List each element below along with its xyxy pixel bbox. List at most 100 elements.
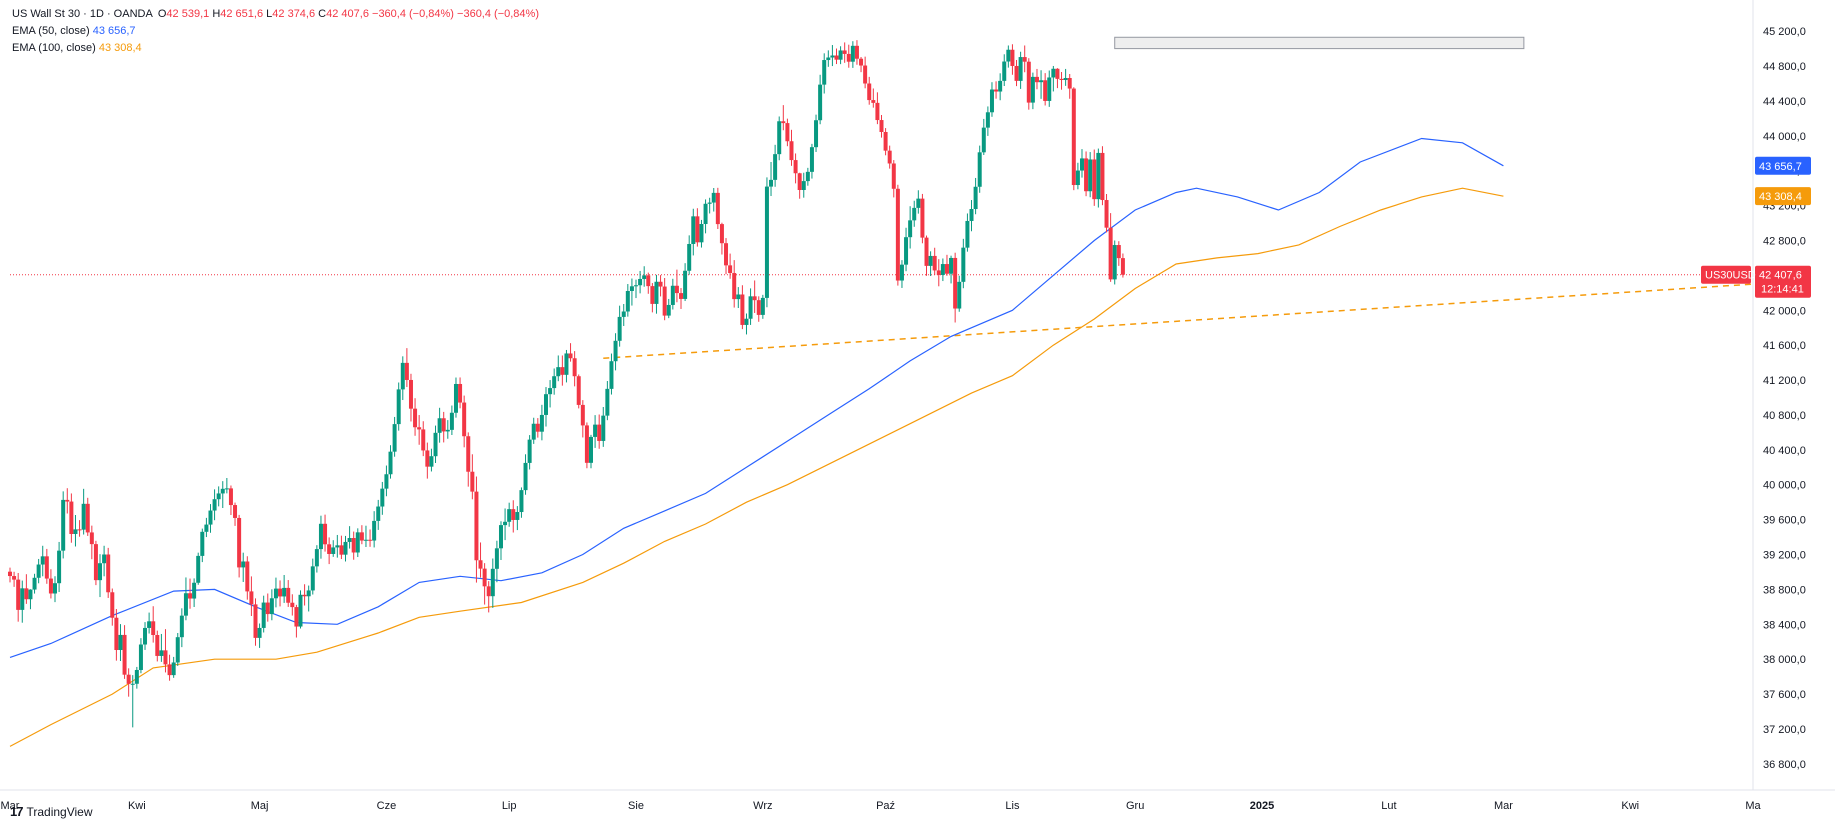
candle-body [920,198,925,238]
candle-body [736,294,741,300]
close-label: C [318,8,327,20]
candle-body [437,418,442,433]
candle-body [932,255,937,271]
candle-body [560,367,565,375]
candle-body [756,300,761,315]
ema50-axis-label-bg [1755,156,1811,175]
candle-body [977,152,982,187]
ema50-axis-label: 43 656,7 [1759,161,1802,173]
candle-body [1071,88,1076,186]
candle-body [1055,68,1060,79]
tradingview-brand[interactable]: 17 TradingView [10,804,93,819]
legend-symbol-row: US Wall St 30 · 1D · OANDA O42 539,1 H42… [12,6,539,23]
candle-body [363,539,368,541]
x-tick-label: Kwi [128,800,146,812]
candle-body [944,264,949,274]
candle-body [241,561,246,568]
candle-body [237,517,242,568]
candle-body [138,644,143,670]
candle-body [826,57,831,61]
candle-body [597,424,602,441]
chart-legend: US Wall St 30 · 1D · OANDA O42 539,1 H42… [12,6,539,57]
candle-body [449,412,454,430]
y-tick-label: 41 200,0 [1763,375,1806,387]
candle-body [314,549,319,567]
candle-body [670,285,675,305]
candle-body [143,627,148,645]
candle-body [924,237,929,266]
x-tick-label: Sie [628,800,644,812]
candle-body [171,662,176,676]
candle-body [875,102,880,121]
x-tick-label: Lut [1381,800,1396,812]
candle-body [429,456,434,467]
candle-body [212,499,217,511]
symbol-title[interactable]: US Wall St 30 · 1D · OANDA [12,8,153,20]
candle-body [969,209,974,221]
current-price-axis-label: 42 407,6 [1759,270,1802,282]
candle-body [114,617,119,651]
candle-body [102,554,107,564]
ema100-axis-label: 43 308,4 [1759,191,1802,203]
candle-body [912,207,917,221]
candle-body [339,545,344,555]
candle-body [359,532,364,541]
candle-body [253,604,258,638]
candle-body [748,296,753,319]
candle-body [130,683,135,685]
legend-ema50-row[interactable]: EMA (50, close) 43 656,7 [12,23,539,40]
candle-body [654,281,659,304]
candle-body [36,564,41,578]
x-tick-label: Ma [1745,800,1761,812]
candle-body [400,362,405,390]
candle-body [695,216,700,243]
candle-body [1088,159,1093,192]
countdown-label: 12:14:41 [1761,284,1804,296]
candle-body [1018,57,1023,81]
x-tick-label: Mar [1,800,20,812]
candle-body [928,255,933,266]
candle-body [1030,76,1035,103]
candle-body [498,525,503,549]
candle-body [61,499,66,551]
ema50-value: 43 656,7 [92,25,136,37]
candle-body [159,650,164,656]
y-tick-label: 36 800,0 [1763,759,1806,771]
candle-body [805,171,810,182]
candle-body [470,471,475,492]
candle-body [28,589,33,600]
ema50-label: EMA (50, close) [12,25,90,37]
candle-body [1002,61,1007,81]
x-tick-label: Lis [1005,800,1020,812]
low-value: 42 374,6 [272,8,316,20]
candle-body [282,587,287,597]
candle-body [417,427,422,430]
candle-body [936,270,941,275]
current-price-axis-bg [1755,265,1811,298]
candle-body [989,89,994,113]
candle-body [220,488,225,494]
candle-body [327,544,332,554]
y-tick-label: 42 800,0 [1763,236,1806,248]
candle-body [126,674,131,684]
ema100-label: EMA (100, close) [12,42,96,54]
candle-body [1075,170,1080,186]
candle-body [609,361,614,389]
candle-body [486,586,491,597]
candle-body [650,286,655,304]
candle-body [57,550,62,584]
candle-body [1092,159,1097,200]
high-value: 42 651,6 [220,8,264,20]
legend-ema100-row[interactable]: EMA (100, close) 43 308,4 [12,40,539,57]
candle-body [834,55,839,60]
candle-body [507,509,512,522]
candle-body [535,423,540,432]
candle-body [65,499,70,502]
candle-body [719,224,724,244]
candle-body [1096,152,1101,200]
candle-body [764,186,769,298]
candle-body [404,362,409,380]
candle-body [331,547,336,554]
candle-body [859,58,864,66]
